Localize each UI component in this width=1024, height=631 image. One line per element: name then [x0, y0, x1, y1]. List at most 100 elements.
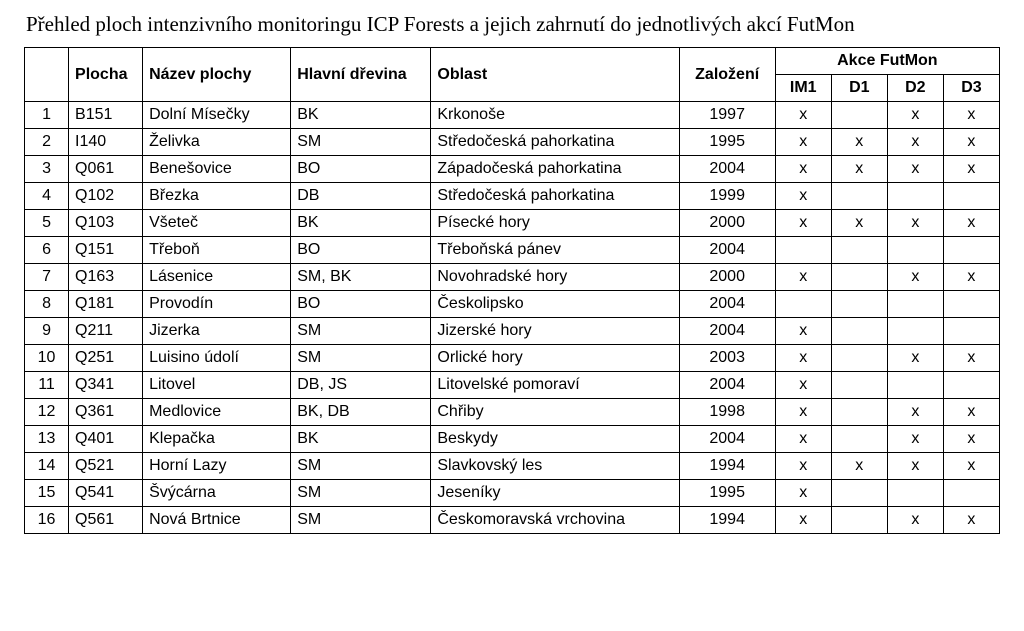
cell-year: 2004 [679, 156, 775, 183]
col-name: Název plochy [143, 48, 291, 102]
cell-act-d3: x [943, 453, 999, 480]
cell-code: Q561 [69, 507, 143, 534]
cell-n: 9 [25, 318, 69, 345]
cell-name: Švýcárna [143, 480, 291, 507]
cell-species: BO [291, 156, 431, 183]
cell-act-im1: x [775, 210, 831, 237]
cell-act-d3: x [943, 129, 999, 156]
cell-act-d1 [831, 183, 887, 210]
cell-n: 1 [25, 102, 69, 129]
cell-species: BO [291, 237, 431, 264]
cell-act-d3 [943, 237, 999, 264]
table-row: 5Q103VšetečBKPísecké hory2000xxxx [25, 210, 1000, 237]
cell-act-im1: x [775, 264, 831, 291]
plots-table: Plocha Název plochy Hlavní dřevina Oblas… [24, 47, 1000, 534]
cell-act-im1: x [775, 129, 831, 156]
cell-act-d2 [887, 183, 943, 210]
cell-act-im1: x [775, 372, 831, 399]
table-row: 7Q163LáseniceSM, BKNovohradské hory2000x… [25, 264, 1000, 291]
cell-species: BK [291, 210, 431, 237]
col-d3: D3 [943, 75, 999, 102]
col-actions-group: Akce FutMon [775, 48, 999, 75]
cell-act-d3 [943, 318, 999, 345]
cell-act-im1: x [775, 426, 831, 453]
cell-year: 2004 [679, 372, 775, 399]
table-row: 12Q361MedloviceBK, DBChřiby1998xxx [25, 399, 1000, 426]
table-row: 4Q102BřezkaDBStředočeská pahorkatina1999… [25, 183, 1000, 210]
cell-name: Dolní Mísečky [143, 102, 291, 129]
table-row: 11Q341LitovelDB, JSLitovelské pomoraví20… [25, 372, 1000, 399]
cell-act-d3 [943, 183, 999, 210]
cell-act-d2 [887, 372, 943, 399]
cell-act-d3: x [943, 345, 999, 372]
col-area: Oblast [431, 48, 679, 102]
cell-n: 10 [25, 345, 69, 372]
cell-area: Jizerské hory [431, 318, 679, 345]
cell-act-im1: x [775, 156, 831, 183]
cell-year: 1998 [679, 399, 775, 426]
cell-code: B151 [69, 102, 143, 129]
cell-code: Q163 [69, 264, 143, 291]
col-code: Plocha [69, 48, 143, 102]
table-row: 2I140ŽelivkaSMStředočeská pahorkatina199… [25, 129, 1000, 156]
cell-n: 13 [25, 426, 69, 453]
table-row: 14Q521Horní LazySMSlavkovský les1994xxxx [25, 453, 1000, 480]
cell-act-d2: x [887, 129, 943, 156]
cell-species: SM [291, 345, 431, 372]
cell-act-d1 [831, 426, 887, 453]
cell-act-d2: x [887, 345, 943, 372]
cell-act-d1 [831, 102, 887, 129]
cell-code: Q102 [69, 183, 143, 210]
cell-name: Horní Lazy [143, 453, 291, 480]
table-row: 9Q211JizerkaSMJizerské hory2004x [25, 318, 1000, 345]
cell-n: 14 [25, 453, 69, 480]
table-body: 1B151Dolní MísečkyBKKrkonoše1997xxx2I140… [25, 102, 1000, 534]
cell-act-im1: x [775, 318, 831, 345]
cell-name: Klepačka [143, 426, 291, 453]
cell-code: I140 [69, 129, 143, 156]
cell-species: SM [291, 318, 431, 345]
cell-species: SM, BK [291, 264, 431, 291]
cell-act-d1 [831, 345, 887, 372]
cell-year: 2004 [679, 426, 775, 453]
cell-act-im1: x [775, 507, 831, 534]
cell-n: 3 [25, 156, 69, 183]
cell-species: BK [291, 426, 431, 453]
cell-name: Všeteč [143, 210, 291, 237]
cell-n: 2 [25, 129, 69, 156]
cell-year: 1994 [679, 453, 775, 480]
cell-area: Jeseníky [431, 480, 679, 507]
table-row: 15Q541ŠvýcárnaSMJeseníky1995x [25, 480, 1000, 507]
cell-code: Q103 [69, 210, 143, 237]
cell-act-d1: x [831, 210, 887, 237]
cell-year: 1999 [679, 183, 775, 210]
table-row: 6Q151TřeboňBOTřeboňská pánev2004 [25, 237, 1000, 264]
cell-n: 11 [25, 372, 69, 399]
cell-year: 1997 [679, 102, 775, 129]
cell-name: Lásenice [143, 264, 291, 291]
cell-name: Luisino údolí [143, 345, 291, 372]
cell-act-d3 [943, 372, 999, 399]
cell-act-d2: x [887, 453, 943, 480]
cell-area: Písecké hory [431, 210, 679, 237]
cell-act-d1 [831, 318, 887, 345]
cell-year: 2003 [679, 345, 775, 372]
cell-act-d1 [831, 480, 887, 507]
cell-year: 2000 [679, 264, 775, 291]
cell-act-d2: x [887, 210, 943, 237]
cell-year: 1995 [679, 129, 775, 156]
cell-n: 16 [25, 507, 69, 534]
cell-act-d3 [943, 480, 999, 507]
cell-act-im1: x [775, 453, 831, 480]
cell-area: Českolipsko [431, 291, 679, 318]
cell-name: Březka [143, 183, 291, 210]
cell-act-d2 [887, 291, 943, 318]
cell-year: 2004 [679, 318, 775, 345]
cell-act-d1 [831, 291, 887, 318]
cell-act-d1: x [831, 156, 887, 183]
cell-act-d1 [831, 399, 887, 426]
col-d1: D1 [831, 75, 887, 102]
cell-act-im1 [775, 237, 831, 264]
cell-act-d3: x [943, 102, 999, 129]
table-head: Plocha Název plochy Hlavní dřevina Oblas… [25, 48, 1000, 102]
